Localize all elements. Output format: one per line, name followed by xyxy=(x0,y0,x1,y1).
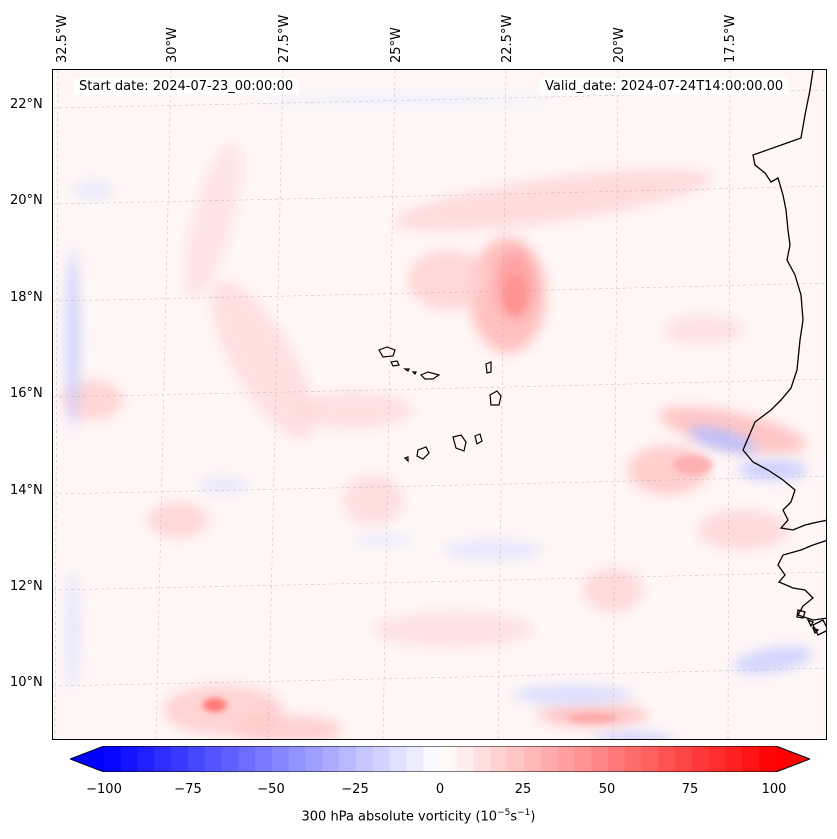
colorbar-segment xyxy=(540,746,559,772)
colorbar-segment xyxy=(288,746,307,772)
colorbar-segment xyxy=(440,746,458,772)
positive-vorticity-regions xyxy=(63,142,807,739)
colorbar-tick-label: −100 xyxy=(86,782,122,797)
colorbar-segment xyxy=(708,746,727,772)
lon-label-27-5w: 27.5°W xyxy=(277,14,292,63)
guinea-coast xyxy=(777,539,826,621)
colorbar-segment xyxy=(188,746,206,772)
colorbar-segment xyxy=(221,746,239,772)
colorbar-max-extend xyxy=(776,746,810,772)
colorbar-segment xyxy=(692,746,710,772)
island-brava xyxy=(403,456,409,463)
lat-label-12n: 12°N xyxy=(10,579,43,594)
colorbar-label: 300 hPa absolute vorticity (10−5s−1) xyxy=(301,808,536,825)
colorbar-segment xyxy=(456,746,475,772)
colorbar-segment xyxy=(759,746,777,772)
colorbar-segment xyxy=(305,746,323,772)
colorbar-segment xyxy=(624,746,643,772)
map-panel xyxy=(52,69,827,740)
colorbar-segment xyxy=(120,746,139,772)
colorbar-segment xyxy=(272,746,290,772)
start-date-label: Start date: 2024-07-23_00:00:00 xyxy=(74,78,299,95)
colorbar-segment xyxy=(204,746,223,772)
lon-label-17-5w: 17.5°W xyxy=(723,14,738,63)
colorbar-segment xyxy=(238,746,256,772)
colorbar-segment xyxy=(742,746,760,772)
colorbar-tick-label: 50 xyxy=(598,782,616,797)
island-boa-vista xyxy=(489,390,502,406)
coastlines xyxy=(742,70,826,636)
lon-label-20w: 20°W xyxy=(612,27,627,63)
lat-label-10n: 10°N xyxy=(10,675,43,690)
colorbar-segment xyxy=(591,746,609,772)
colorbar-segment xyxy=(473,746,491,772)
colorbar-tick-label: 75 xyxy=(681,782,699,797)
graticule xyxy=(53,70,826,739)
colorbar-tick-label: 0 xyxy=(435,782,445,797)
colorbar-segment xyxy=(524,746,542,772)
colorbar-segment xyxy=(658,746,676,772)
island-santo-antao xyxy=(378,346,396,358)
colorbar-segment xyxy=(255,746,273,772)
island-maio xyxy=(474,433,483,445)
colorbar-segment xyxy=(339,746,357,772)
negative-vorticity-regions xyxy=(66,92,813,739)
colorbar-segment xyxy=(372,746,391,772)
colorbar-segment xyxy=(406,746,424,772)
lat-label-18n: 18°N xyxy=(10,290,43,305)
colorbar-segment xyxy=(675,746,693,772)
colorbar-tick-label: 25 xyxy=(514,782,532,797)
colorbar-segment xyxy=(490,746,508,772)
colorbar-tick-label: −25 xyxy=(341,782,369,797)
colorbar-segment xyxy=(104,746,122,772)
colorbar-svg xyxy=(68,745,812,773)
colorbar-tick-label: −50 xyxy=(257,782,285,797)
colorbar xyxy=(68,745,812,773)
lon-label-25w: 25°W xyxy=(389,27,404,63)
colorbar-segment xyxy=(725,746,743,772)
lon-label-30w: 30°W xyxy=(165,27,180,63)
island-fogo xyxy=(416,446,430,460)
colorbar-segment xyxy=(608,746,626,772)
island-santiago xyxy=(452,434,467,452)
colorbar-min-extend xyxy=(70,746,104,772)
colorbar-segment xyxy=(389,746,407,772)
colorbar-segment xyxy=(171,746,189,772)
lat-label-20n: 20°N xyxy=(10,193,43,208)
cape-verde-islands xyxy=(378,346,502,463)
africa-coastline xyxy=(742,70,826,531)
lat-label-14n: 14°N xyxy=(10,483,43,498)
lon-label-32-5w: 32.5°W xyxy=(55,14,70,63)
colorbar-segment xyxy=(557,746,575,772)
colorbar-segment xyxy=(423,746,441,772)
island-sao-vicente xyxy=(390,360,400,367)
colorbar-segment xyxy=(356,746,374,772)
colorbar-segment xyxy=(137,746,155,772)
colorbar-tick-label: 100 xyxy=(761,782,787,797)
valid-date-label: Valid_date: 2024-07-24T14:00:00.00 xyxy=(540,78,789,95)
colorbar-segment xyxy=(507,746,525,772)
colorbar-segment xyxy=(574,746,592,772)
island-sal xyxy=(485,361,492,374)
colorbar-segment xyxy=(154,746,172,772)
vorticity-map xyxy=(53,70,826,739)
colorbar-segment xyxy=(322,746,340,772)
colorbar-segment xyxy=(641,746,659,772)
lon-label-22-5w: 22.5°W xyxy=(500,14,515,63)
island-sao-nicolau xyxy=(419,371,441,380)
colorbar-tick-label: −75 xyxy=(174,782,202,797)
strong-positive-cores xyxy=(203,275,713,723)
lat-label-16n: 16°N xyxy=(10,386,43,401)
lat-label-22n: 22°N xyxy=(10,97,43,112)
